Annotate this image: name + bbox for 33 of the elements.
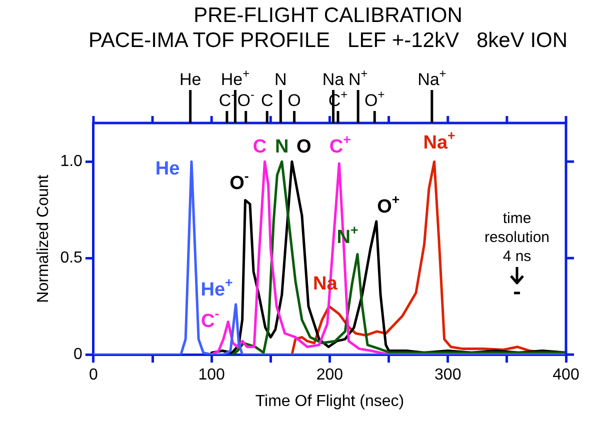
chart-title: PRE-FLIGHT CALIBRATION (192, 4, 464, 28)
annotation: O+ (377, 192, 400, 218)
x-axis-title: Time Of Flight (nsec) (255, 392, 404, 410)
annotation: O (296, 136, 312, 158)
ref-line-label: He (179, 70, 202, 89)
annotation: He+ (200, 274, 234, 300)
x-tick-label: 100 (198, 366, 226, 384)
x-tick-label: 400 (552, 366, 580, 384)
ref-line-label: N+ (348, 66, 368, 89)
ref-line-label: C (260, 91, 274, 110)
annotation: N (275, 136, 289, 158)
ref-line-label: Na (322, 70, 345, 89)
ref-line-label: O+ (364, 87, 385, 110)
annotation: C (252, 136, 267, 158)
annotation: C- (201, 306, 220, 332)
y-tick-label: 0 (74, 346, 83, 364)
y-tick-label: 0.5 (60, 250, 83, 267)
chart-subtitle: PACE-IMA TOF PROFILE LEF +-12kV 8keV ION (87, 29, 569, 53)
y-axis-title: Normalized Count (35, 174, 52, 303)
ref-line-label: O (288, 91, 301, 110)
annotation: C+ (329, 132, 352, 158)
y-tick-label: 1.0 (60, 153, 83, 170)
annotation: O- (230, 168, 249, 194)
annotation: time resolution 4 ns (483, 209, 551, 266)
ref-line-label: Na+ (418, 66, 446, 89)
x-tick-label: 300 (434, 366, 462, 384)
annotation: He (155, 158, 180, 180)
x-tick-label: 200 (316, 366, 344, 384)
x-tick-label: 0 (88, 366, 98, 384)
annotation: Na+ (423, 128, 456, 154)
ref-line-label: He+ (220, 66, 250, 89)
ref-line-label: N (274, 70, 287, 89)
ref-line-label: O- (237, 87, 254, 110)
